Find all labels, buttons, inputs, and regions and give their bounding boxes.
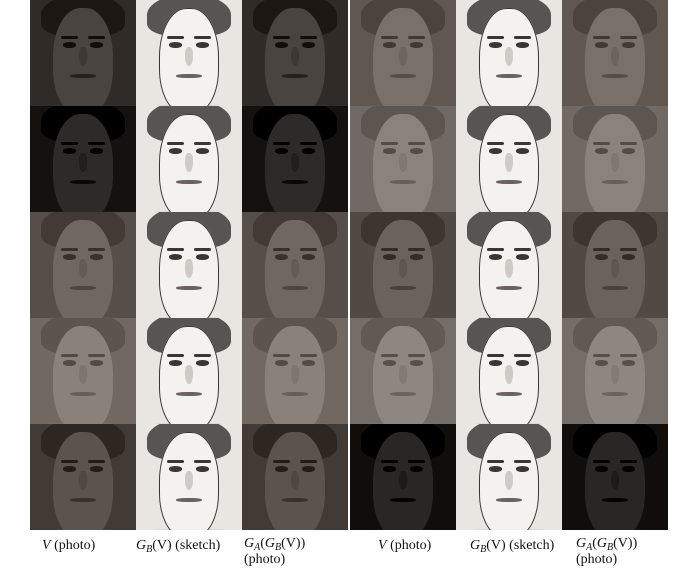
face-image-sketch-1-row-2 xyxy=(136,106,242,212)
face-drawing xyxy=(456,106,562,212)
face-image-photo-2-row-3 xyxy=(350,212,456,318)
face-drawing xyxy=(30,0,136,106)
face-drawing xyxy=(350,0,456,106)
face-drawing xyxy=(242,318,348,424)
face-drawing xyxy=(456,0,562,106)
face-image-sketch-2-row-5 xyxy=(456,424,562,530)
face-image-photo-1-row-2 xyxy=(30,106,136,212)
face-drawing xyxy=(350,424,456,530)
face-drawing xyxy=(562,318,668,424)
face-drawing xyxy=(242,424,348,530)
face-image-recon-1-row-1 xyxy=(242,0,348,106)
face-drawing xyxy=(562,424,668,530)
face-drawing xyxy=(242,0,348,106)
face-drawing xyxy=(350,318,456,424)
face-drawing xyxy=(562,0,668,106)
face-image-photo-1-row-3 xyxy=(30,212,136,318)
caption-recon-right: GA(GB(V)) (photo) xyxy=(576,536,638,567)
face-image-photo-1-row-5 xyxy=(30,424,136,530)
face-drawing xyxy=(242,106,348,212)
face-image-sketch-1-row-1 xyxy=(136,0,242,106)
face-image-recon-1-row-4 xyxy=(242,318,348,424)
face-image-sketch-2-row-3 xyxy=(456,212,562,318)
face-image-photo-2-row-5 xyxy=(350,424,456,530)
caption-sketch-right: GB(V) (sketch) xyxy=(470,538,555,555)
face-drawing xyxy=(136,424,242,530)
face-drawing xyxy=(456,212,562,318)
face-drawing xyxy=(456,424,562,530)
face-image-photo-2-row-1 xyxy=(350,0,456,106)
face-image-recon-2-row-5 xyxy=(562,424,668,530)
caption-photo-left: V (photo) xyxy=(42,538,96,553)
face-image-recon-2-row-1 xyxy=(562,0,668,106)
face-image-recon-1-row-3 xyxy=(242,212,348,318)
face-image-sketch-1-row-3 xyxy=(136,212,242,318)
face-drawing xyxy=(562,212,668,318)
face-drawing xyxy=(136,212,242,318)
face-drawing xyxy=(136,318,242,424)
face-image-recon-2-row-4 xyxy=(562,318,668,424)
face-image-sketch-2-row-2 xyxy=(456,106,562,212)
face-image-sketch-2-row-1 xyxy=(456,0,562,106)
face-drawing xyxy=(350,212,456,318)
face-image-recon-1-row-5 xyxy=(242,424,348,530)
face-image-photo-1-row-4 xyxy=(30,318,136,424)
face-image-photo-2-row-4 xyxy=(350,318,456,424)
face-image-recon-1-row-2 xyxy=(242,106,348,212)
face-image-recon-2-row-3 xyxy=(562,212,668,318)
face-image-photo-1-row-1 xyxy=(30,0,136,106)
face-drawing xyxy=(242,212,348,318)
face-image-sketch-2-row-4 xyxy=(456,318,562,424)
face-image-sketch-1-row-5 xyxy=(136,424,242,530)
face-drawing xyxy=(456,318,562,424)
face-drawing xyxy=(350,106,456,212)
face-image-sketch-1-row-4 xyxy=(136,318,242,424)
caption-photo-right: V (photo) xyxy=(378,538,432,553)
face-drawing xyxy=(30,212,136,318)
face-drawing xyxy=(136,106,242,212)
face-drawing xyxy=(30,424,136,530)
caption-recon-left: GA(GB(V)) (photo) xyxy=(244,536,306,567)
face-image-recon-2-row-2 xyxy=(562,106,668,212)
face-drawing xyxy=(136,0,242,106)
face-image-grid xyxy=(30,0,670,532)
face-drawing xyxy=(30,318,136,424)
caption-sketch-left: GB(V) (sketch) xyxy=(136,538,221,555)
face-drawing xyxy=(562,106,668,212)
face-drawing xyxy=(30,106,136,212)
face-image-photo-2-row-2 xyxy=(350,106,456,212)
